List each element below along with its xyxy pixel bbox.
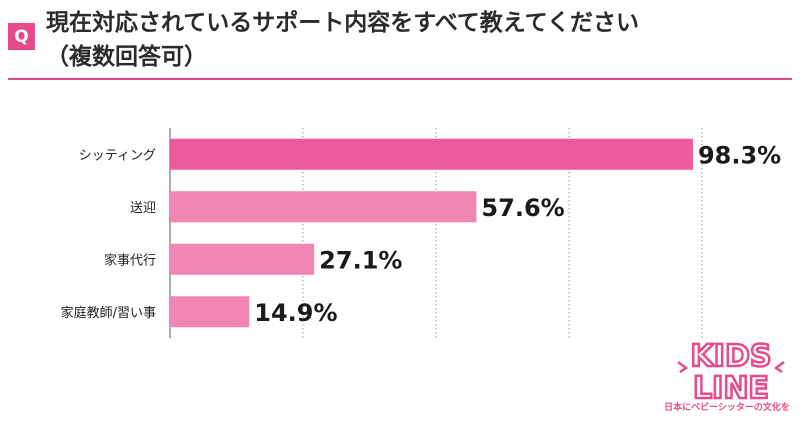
logo-line-1: KIDS (691, 339, 772, 374)
value-label: 27.1% (319, 246, 402, 274)
value-label: 98.3% (698, 141, 781, 169)
logo-hand-right-icon (773, 361, 785, 374)
bar (170, 191, 477, 223)
category-label: シッティング (79, 148, 156, 163)
page-title: 現在対応されているサポート内容をすべて教えてください （複数回答可） (46, 6, 786, 74)
title-divider (8, 78, 792, 80)
logo-hand-left-icon (677, 361, 689, 374)
kidsline-logo: KIDS LINE (677, 338, 785, 407)
category-label: 送迎 (130, 201, 156, 216)
question-badge: Q (8, 23, 35, 50)
logo-line-2: LINE (693, 371, 769, 406)
title-line-1: 現在対応されているサポート内容をすべて教えてください (46, 10, 639, 36)
bar (170, 138, 693, 170)
value-label: 57.6% (481, 194, 564, 222)
title-line-2: （複数回答可） (46, 44, 207, 70)
category-label: 家事代行 (104, 252, 156, 268)
bar (170, 296, 250, 328)
category-label: 家庭教師/習い事 (61, 305, 156, 321)
logo-tagline: 日本にベビーシッターの文化を (664, 403, 790, 413)
value-label: 14.9% (254, 299, 337, 327)
bar (170, 243, 315, 275)
